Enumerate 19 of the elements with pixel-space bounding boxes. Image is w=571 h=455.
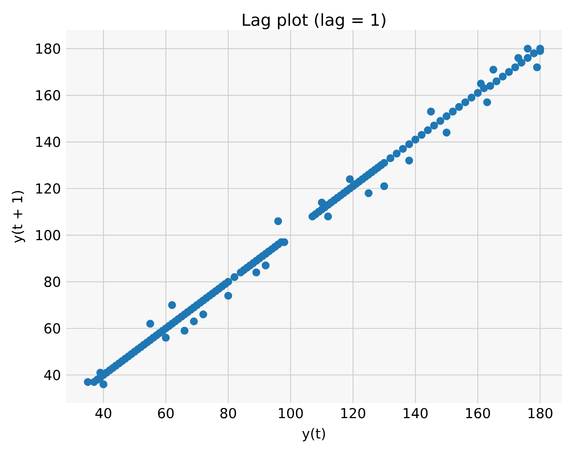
y-tick-label: 100 xyxy=(36,230,60,240)
x-tick-label: 180 xyxy=(528,408,552,418)
x-tick-label: 120 xyxy=(341,408,366,418)
y-tick-label: 140 xyxy=(36,136,60,148)
y-tick-label: 180 xyxy=(36,43,60,54)
x-tick-label: 100 xyxy=(278,408,303,418)
x-tick-label: 160 xyxy=(466,408,490,418)
x-tick-label: 140 xyxy=(404,408,428,418)
y-tick-label: 80 xyxy=(44,276,60,287)
x-tick-label: 40 xyxy=(95,408,112,418)
y-tick-label: 60 xyxy=(44,323,60,334)
y-tick-label: 40 xyxy=(44,370,60,380)
x-tick-label: 60 xyxy=(158,408,174,418)
x-tick-label: 80 xyxy=(220,408,236,418)
x-axis-title: y(t) xyxy=(302,428,325,442)
y-axis-title: y(t + 1) xyxy=(12,191,26,243)
chart-title: Lag plot (lag = 1) xyxy=(242,13,386,30)
y-tick-label: 120 xyxy=(36,183,60,194)
y-tick-label: 160 xyxy=(36,90,60,100)
